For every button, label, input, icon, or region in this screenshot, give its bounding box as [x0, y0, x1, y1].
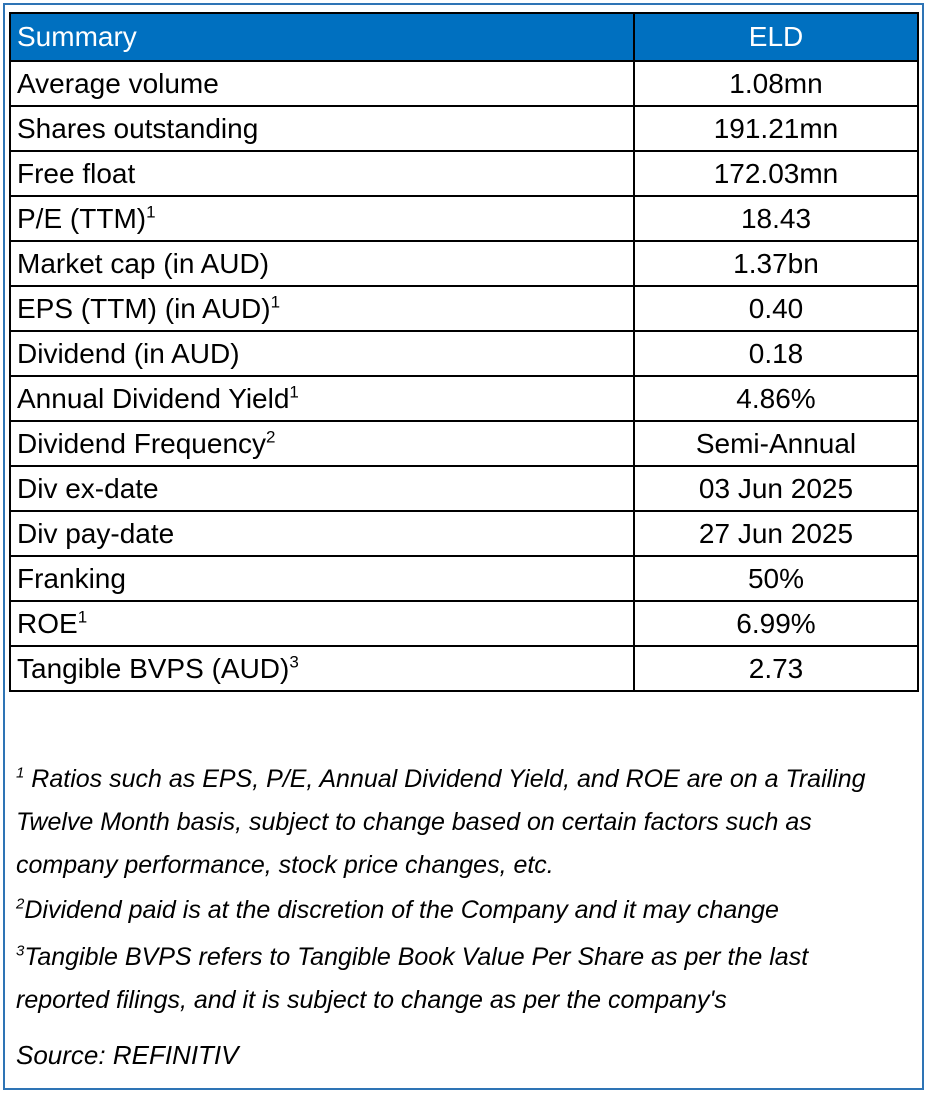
row-label: Div ex-date — [9, 465, 635, 512]
footnote-ref: 1 — [146, 202, 156, 222]
row-label: Shares outstanding — [9, 105, 635, 152]
footnote-1: 1 Ratios such as EPS, P/E, Annual Divide… — [16, 758, 906, 887]
row-label: Franking — [9, 555, 635, 602]
row-value: 6.99% — [633, 600, 919, 647]
row-label: Dividend (in AUD) — [9, 330, 635, 377]
table-row: P/E (TTM)1 18.43 — [9, 195, 919, 242]
footnote-marker: 1 — [16, 764, 25, 782]
summary-table: Summary ELD Average volume 1.08mn Shares o… — [9, 12, 919, 692]
row-value: 0.18 — [633, 330, 919, 377]
row-label-text: Franking — [17, 562, 126, 594]
row-value: 27 Jun 2025 — [633, 510, 919, 557]
row-value: 1.37bn — [633, 240, 919, 287]
row-label: ROE1 — [9, 600, 635, 647]
row-value: 191.21mn — [633, 105, 919, 152]
row-label: Free float — [9, 150, 635, 197]
footnote-ref: 2 — [266, 427, 276, 447]
table-row: Dividend (in AUD) 0.18 — [9, 330, 919, 377]
row-label: Dividend Frequency2 — [9, 420, 635, 467]
table-row: Average volume 1.08mn — [9, 60, 919, 107]
footnote-marker: 2 — [16, 895, 25, 913]
row-label: Tangible BVPS (AUD)3 — [9, 645, 635, 692]
row-value: 1.08mn — [633, 60, 919, 107]
table-row: Market cap (in AUD) 1.37bn — [9, 240, 919, 287]
table-row: Annual Dividend Yield1 4.86% — [9, 375, 919, 422]
footnotes: 1 Ratios such as EPS, P/E, Annual Divide… — [16, 758, 906, 1022]
table-row: Franking 50% — [9, 555, 919, 602]
row-label: Market cap (in AUD) — [9, 240, 635, 287]
row-value: 0.40 — [633, 285, 919, 332]
row-value: 50% — [633, 555, 919, 602]
row-label: EPS (TTM) (in AUD)1 — [9, 285, 635, 332]
row-label-text: Annual Dividend Yield — [17, 382, 290, 414]
row-value: Semi-Annual — [633, 420, 919, 467]
footnote-text: Ratios such as EPS, P/E, Annual Dividend… — [16, 765, 866, 879]
row-label-text: Free float — [17, 157, 136, 189]
footnote-text: Dividend paid is at the discretion of th… — [24, 896, 779, 924]
row-label-text: EPS (TTM) (in AUD) — [17, 292, 271, 324]
row-label-text: Market cap (in AUD) — [17, 247, 270, 279]
row-label: Div pay-date — [9, 510, 635, 557]
header-ticker: ELD — [633, 12, 919, 62]
row-label-text: ROE — [17, 607, 78, 639]
row-label-text: Div pay-date — [17, 517, 175, 549]
footnote-text: Tangible BVPS refers to Tangible Book Va… — [16, 943, 809, 1014]
footnote-ref: 3 — [289, 652, 299, 672]
table-row: Div pay-date 27 Jun 2025 — [9, 510, 919, 557]
row-label-text: P/E (TTM) — [17, 202, 147, 234]
row-label-text: Dividend Frequency — [17, 427, 267, 459]
row-label: Annual Dividend Yield1 — [9, 375, 635, 422]
row-label-text: Average volume — [17, 67, 219, 99]
row-label-text: Div ex-date — [17, 472, 159, 504]
source-note: Source: REFINITIV — [16, 1040, 239, 1070]
table-row: Tangible BVPS (AUD)3 2.73 — [9, 645, 919, 692]
footnote-3: 3Tangible BVPS refers to Tangible Book V… — [16, 936, 906, 1022]
table-row: EPS (TTM) (in AUD)1 0.40 — [9, 285, 919, 332]
row-label-text: Shares outstanding — [17, 112, 259, 144]
row-value: 4.86% — [633, 375, 919, 422]
row-value: 18.43 — [633, 195, 919, 242]
table-row: Free float 172.03mn — [9, 150, 919, 197]
row-value: 03 Jun 2025 — [633, 465, 919, 512]
footnote-ref: 1 — [289, 382, 299, 402]
footnote-ref: 1 — [270, 292, 281, 312]
row-value: 172.03mn — [633, 150, 919, 197]
row-label: Average volume — [9, 60, 635, 107]
table-row: Shares outstanding 191.21mn — [9, 105, 919, 152]
header-label: Summary — [9, 12, 635, 62]
footnote-marker: 3 — [16, 942, 25, 960]
footnote-ref: 1 — [77, 607, 88, 627]
row-label-text: Tangible BVPS (AUD) — [17, 652, 290, 684]
footnote-2: 2Dividend paid is at the discretion of t… — [16, 889, 906, 932]
row-label: P/E (TTM)1 — [9, 195, 635, 242]
table-header-row: Summary ELD — [9, 12, 919, 62]
table-row: Div ex-date 03 Jun 2025 — [9, 465, 919, 512]
row-value: 2.73 — [633, 645, 919, 692]
row-label-text: Dividend (in AUD) — [17, 337, 240, 369]
table-row: ROE1 6.99% — [9, 600, 919, 647]
table-row: Dividend Frequency2 Semi-Annual — [9, 420, 919, 467]
